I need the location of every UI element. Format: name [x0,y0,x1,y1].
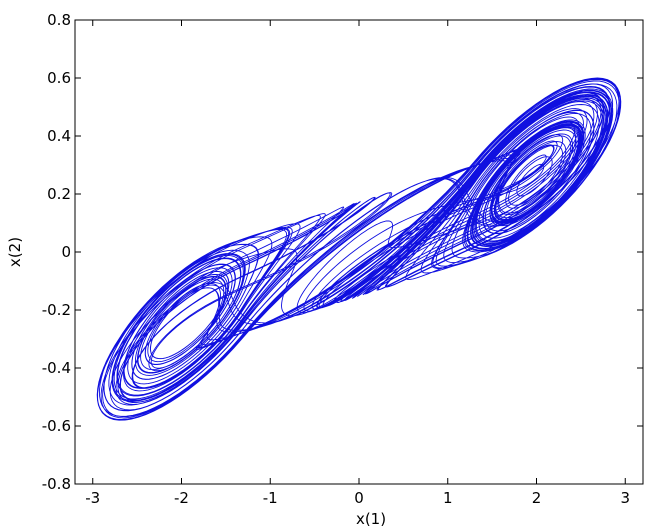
x-tick-label: -3 [85,489,100,507]
x-tick-label: -1 [263,489,278,507]
y-tick-label: 0 [61,243,71,261]
y-tick-label: 0.8 [47,11,71,29]
y-tick-label: -0.4 [42,359,71,377]
y-tick-label: 0.4 [47,127,71,145]
y-tick-label: -0.8 [42,475,71,493]
x-tick-label: 2 [532,489,542,507]
y-tick-label: -0.2 [42,301,71,319]
y-axis-label: x(2) [6,237,24,267]
x-tick-label: 1 [443,489,453,507]
y-tick-label: -0.6 [42,417,71,435]
x-tick-label: 3 [620,489,630,507]
x-axis-label: x(1) [356,510,386,528]
y-tick-label: 0.6 [47,69,71,87]
attractor-trajectory [96,77,622,421]
y-axis-ticks: -0.8 -0.6 -0.4 -0.2 0 0.2 0.4 0.6 0.8 [42,11,643,493]
x-tick-label: 0 [354,489,364,507]
x-axis-ticks: -3 -2 -1 0 1 2 3 [85,20,630,507]
attractor-line [96,77,622,421]
y-tick-label: 0.2 [47,185,71,203]
plot-frame [74,19,644,485]
x-tick-label: -2 [174,489,189,507]
